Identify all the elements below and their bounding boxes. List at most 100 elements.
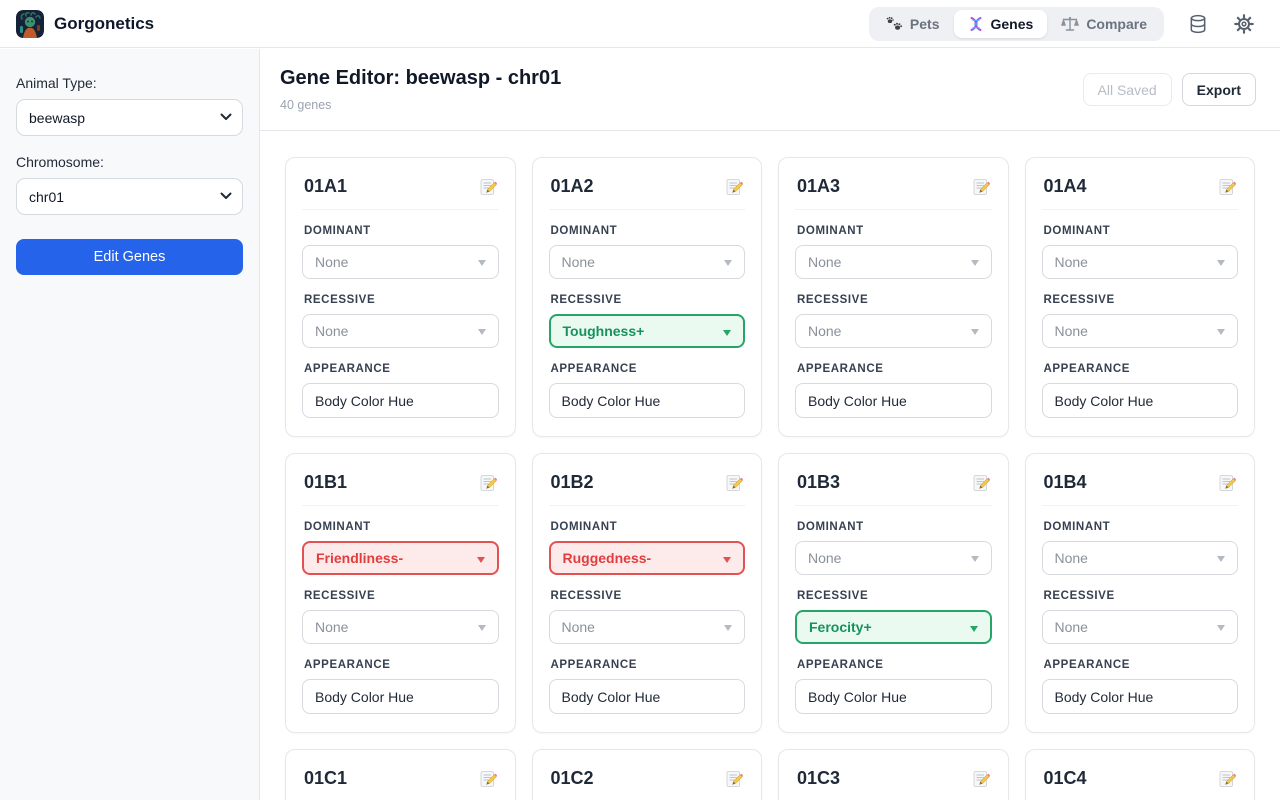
gear-icon (1234, 13, 1254, 34)
recessive-select[interactable]: Ferocity+ (795, 610, 992, 644)
dominant-select[interactable]: None (795, 541, 992, 575)
header-actions: All Saved Export (1082, 73, 1256, 106)
edit-gene-button[interactable] (972, 474, 990, 492)
edit-gene-button[interactable] (479, 178, 497, 196)
gene-card: 01A3 DOMINANT None (778, 157, 1009, 437)
memo-edit-icon (1219, 178, 1236, 195)
recessive-value: None (1054, 619, 1088, 635)
edit-gene-button[interactable] (479, 474, 497, 492)
gene-card-body: DOMINANT None RECESSIVE Toughness+ APPEA… (548, 225, 745, 418)
dominant-select[interactable]: Ruggedness- (548, 541, 745, 575)
recessive-value: None (1054, 323, 1088, 339)
dominant-select[interactable]: Friendliness- (302, 541, 499, 575)
gene-card: 01B2 DOMINANT Ruggedness- (531, 453, 762, 733)
gene-card-title: 01A4 (1043, 176, 1087, 196)
gene-card-body: DOMINANT Ruggedness- RECESSIVE None APPE… (548, 521, 745, 714)
memo-edit-icon (973, 178, 990, 195)
gene-card-title: 01A3 (797, 176, 841, 196)
gene-card-title: 01C3 (797, 768, 841, 788)
topbar-right: Pets Genes (868, 6, 1264, 41)
dominant-label: DOMINANT (797, 521, 864, 533)
settings-button[interactable] (1232, 12, 1256, 36)
recessive-select[interactable]: None (548, 610, 745, 644)
appearance-input[interactable] (1041, 383, 1238, 418)
dominant-select[interactable]: None (795, 245, 992, 279)
recessive-select[interactable]: Toughness+ (548, 314, 745, 348)
dominant-label: DOMINANT (550, 521, 618, 533)
gene-count: 40 genes (280, 98, 332, 112)
gene-card-body: DOMINANT None RECESSIVE Ferocity+ APPEAR… (795, 521, 992, 714)
memo-edit-icon (973, 770, 990, 787)
gene-card: 01B1 DOMINANT Friendliness- (285, 453, 516, 733)
appearance-input[interactable] (548, 679, 745, 714)
main-nav: Pets Genes (868, 6, 1164, 41)
edit-gene-button[interactable] (725, 474, 743, 492)
appearance-input[interactable] (1041, 679, 1238, 714)
gene-card-head: 01B3 (795, 470, 992, 506)
edit-gene-button[interactable] (725, 178, 743, 196)
gene-card-body: DOMINANT None RECESSIVE None APPEARANCE (302, 225, 499, 418)
gene-card: 01B3 DOMINANT None (778, 453, 1009, 733)
caret-down-icon (477, 329, 486, 335)
caret-down-icon (969, 626, 978, 632)
edit-gene-button[interactable] (1218, 770, 1236, 788)
memo-edit-icon (726, 474, 743, 491)
edit-gene-button[interactable] (972, 770, 990, 788)
gene-card-title: 01B2 (550, 472, 594, 492)
animal-type-label: Animal Type: (16, 75, 97, 91)
appearance-input[interactable] (302, 679, 499, 714)
recessive-value: None (808, 323, 842, 339)
gorgonetics-logo-icon (16, 9, 44, 38)
dominant-select[interactable]: None (302, 245, 499, 279)
tab-pets[interactable]: Pets (872, 10, 954, 38)
appearance-label: APPEARANCE (1043, 659, 1131, 671)
dominant-select[interactable]: None (1041, 541, 1238, 575)
edit-gene-button[interactable] (725, 770, 743, 788)
recessive-select[interactable]: None (1041, 314, 1238, 348)
gene-card-head: 01A3 (795, 174, 992, 210)
dominant-value: None (808, 550, 842, 566)
recessive-select[interactable]: None (302, 314, 499, 348)
recessive-value: None (315, 619, 349, 635)
recessive-select[interactable]: None (795, 314, 992, 348)
edit-gene-button[interactable] (1218, 178, 1236, 196)
edit-gene-button[interactable] (972, 178, 990, 196)
appearance-label: APPEARANCE (304, 659, 391, 671)
tab-genes[interactable]: Genes (953, 9, 1048, 38)
tab-compare[interactable]: Compare (1047, 10, 1161, 38)
caret-down-icon (1217, 556, 1225, 562)
database-icon (1190, 14, 1206, 33)
dominant-label: DOMINANT (797, 225, 864, 237)
dominant-select[interactable]: None (548, 245, 745, 279)
dominant-select[interactable]: None (1041, 245, 1238, 279)
caret-down-icon (970, 556, 979, 562)
dominant-label: DOMINANT (550, 225, 618, 237)
gene-card-head: 01B2 (548, 470, 745, 506)
chromosome-select[interactable]: chr01 (16, 178, 243, 215)
scale-icon (1061, 16, 1080, 31)
appearance-input[interactable] (795, 383, 992, 418)
appearance-label: APPEARANCE (1043, 363, 1131, 375)
edit-gene-button[interactable] (479, 770, 497, 788)
appearance-input[interactable] (548, 383, 745, 418)
recessive-select[interactable]: None (302, 610, 499, 644)
gene-card-head: 01C2 (549, 766, 746, 800)
export-button[interactable]: Export (1181, 73, 1256, 106)
appearance-label: APPEARANCE (797, 659, 884, 671)
dominant-label: DOMINANT (1043, 225, 1111, 237)
animal-type-select[interactable]: beewasp (16, 99, 243, 136)
tab-pets-label: Pets (909, 15, 940, 32)
edit-genes-button[interactable]: Edit Genes (16, 239, 243, 275)
database-button[interactable] (1186, 12, 1210, 36)
dominant-label: DOMINANT (304, 521, 371, 533)
caret-down-icon (1217, 625, 1225, 631)
brand: Gorgonetics (16, 9, 154, 38)
edit-gene-button[interactable] (1218, 474, 1236, 492)
recessive-label: RECESSIVE (797, 590, 869, 602)
caret-down-icon (476, 557, 485, 563)
appearance-input[interactable] (795, 679, 992, 714)
caret-down-icon (724, 260, 732, 266)
recessive-select[interactable]: None (1041, 610, 1238, 644)
appearance-input[interactable] (302, 383, 499, 418)
all-saved-button[interactable]: All Saved (1082, 73, 1172, 106)
